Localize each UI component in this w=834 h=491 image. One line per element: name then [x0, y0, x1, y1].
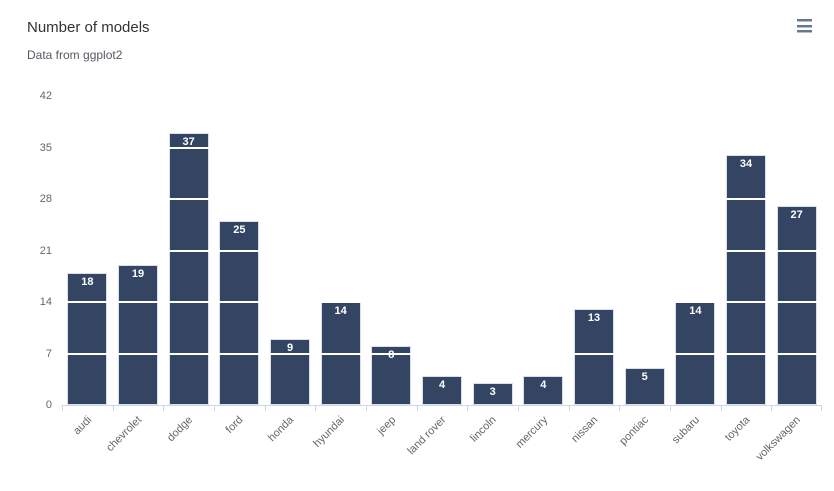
chart-context-menu-button[interactable]: [793, 15, 819, 37]
bar-data-label: 18: [81, 275, 94, 288]
bar-chevrolet[interactable]: 19: [118, 265, 158, 405]
hamburger-menu-icon: [797, 30, 812, 33]
bar-lincoln[interactable]: 3: [472, 382, 513, 405]
y-axis-label: 14: [39, 296, 52, 308]
x-axis-tick: [721, 405, 722, 411]
x-axis-label: audi: [70, 414, 94, 438]
bar-jeep[interactable]: 8: [371, 346, 412, 405]
y-axis-label: 0: [45, 399, 52, 411]
x-axis-label: subaru: [669, 414, 702, 447]
x-axis-label: hyundai: [311, 414, 348, 450]
y-axis-label: 35: [39, 141, 52, 154]
bar-mercury[interactable]: 4: [523, 375, 564, 405]
x-axis-line: [62, 405, 822, 406]
x-axis-tick: [771, 405, 772, 411]
hamburger-menu-icon: [797, 19, 812, 22]
chart-title: Number of models: [27, 19, 150, 36]
bar-volkswagen[interactable]: 27: [776, 206, 817, 405]
bar-data-label: 34: [739, 157, 753, 170]
y-axis-label: 28: [39, 193, 52, 205]
x-axis-tick: [670, 405, 671, 411]
bar-data-label: 13: [587, 312, 601, 325]
gridline: [62, 352, 822, 355]
y-axis-label: 7: [45, 347, 52, 360]
bar-data-label: 5: [641, 371, 648, 384]
x-axis-tick: [569, 405, 570, 411]
bar-land-rover[interactable]: 4: [422, 375, 462, 405]
bar-data-label: 4: [438, 378, 446, 391]
hamburger-menu-icon: [797, 24, 812, 28]
x-axis-label: toyota: [722, 414, 753, 444]
chart-subtitle: Data from ggplot2: [27, 48, 123, 62]
bar-dodge[interactable]: 37: [168, 132, 209, 405]
x-axis-label: land rover: [405, 414, 449, 458]
bar-data-label: 14: [334, 305, 347, 317]
gridline: [62, 198, 822, 200]
y-axis-label: 21: [39, 244, 52, 257]
x-axis-tick: [315, 405, 316, 411]
x-axis-label: nissan: [569, 414, 601, 445]
x-axis-tick: [467, 405, 468, 411]
bar-ford[interactable]: 25: [219, 221, 260, 405]
bar-pontiac[interactable]: 5: [624, 368, 665, 405]
y-axis-label: 42: [39, 90, 52, 102]
x-axis-tick: [62, 405, 63, 411]
x-axis-tick: [113, 405, 114, 411]
gridline: [62, 249, 822, 252]
x-axis-tick: [214, 405, 215, 411]
x-axis-label: jeep: [374, 414, 398, 438]
x-axis-tick: [518, 405, 519, 411]
bar-data-label: 3: [489, 385, 496, 398]
x-axis-tick: [163, 405, 164, 411]
x-axis-label: dodge: [165, 414, 196, 445]
x-axis-tick: [619, 405, 620, 411]
bar-data-label: 37: [182, 135, 195, 148]
bar-data-label: 25: [233, 224, 246, 237]
x-axis-tick: [417, 405, 418, 411]
bar-data-label: 8: [388, 349, 395, 362]
x-axis-label: chevrolet: [104, 414, 145, 455]
x-axis-label: volkswagen: [754, 414, 804, 464]
x-axis-tick: [265, 405, 266, 411]
plot-area: 0 7 14 21 28 35 42 18 19 37 25 9 14 8 4 3 4 13 5 14 34 27 audi…: [40, 90, 822, 463]
bar-data-label: 19: [131, 268, 145, 281]
x-axis-label: mercury: [513, 414, 550, 451]
bar-data-label: 27: [790, 209, 803, 222]
bar-data-label: 4: [540, 378, 547, 391]
x-axis-label: pontiac: [617, 414, 652, 448]
gridline: [62, 301, 822, 303]
x-axis-label: ford: [223, 414, 246, 436]
gridline: [62, 95, 822, 97]
x-axis-tick: [366, 405, 367, 411]
bar-toyota[interactable]: 34: [726, 154, 766, 405]
bar-data-label: 14: [689, 305, 702, 317]
x-axis-label: lincoln: [468, 414, 500, 445]
gridline: [62, 146, 822, 149]
x-axis-label: honda: [266, 414, 297, 445]
bar-audi[interactable]: 18: [67, 272, 108, 405]
bar-nissan[interactable]: 13: [574, 309, 614, 405]
bar-honda[interactable]: 9: [270, 338, 310, 405]
x-axis-tick: [821, 405, 822, 411]
bar-data-label: 9: [286, 341, 294, 354]
